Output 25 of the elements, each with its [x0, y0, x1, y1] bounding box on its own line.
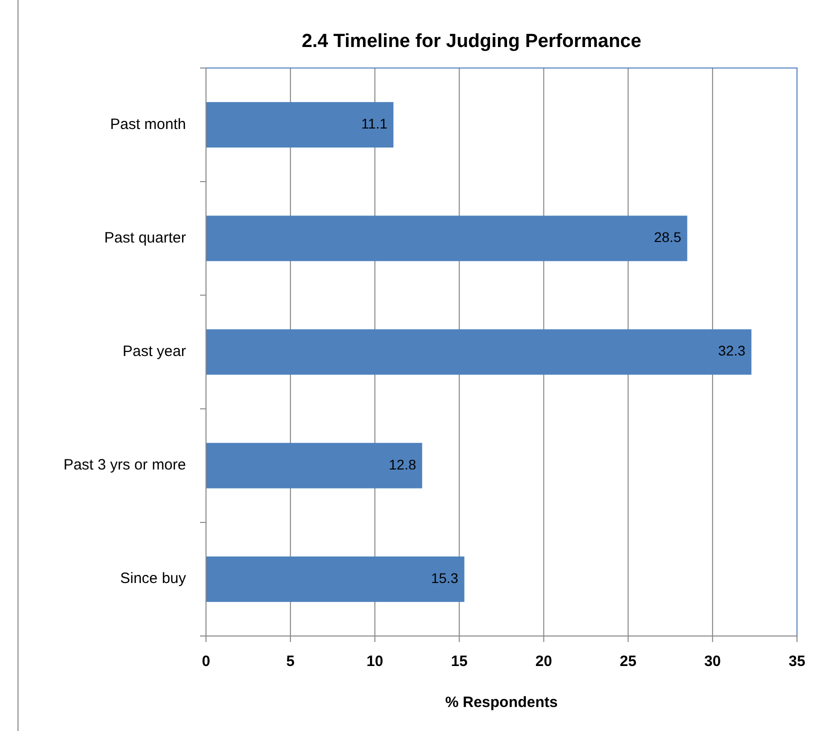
x-axis-title: % Respondents [445, 694, 558, 711]
data-label: 15.3 [431, 570, 459, 586]
data-label: 32.3 [718, 342, 746, 359]
x-tick-label: 5 [286, 653, 295, 670]
bar [206, 556, 464, 602]
data-label: 12.8 [388, 456, 416, 472]
y-tick-label: Past month [110, 116, 186, 133]
data-label: 11.1 [361, 116, 388, 132]
x-tick-label: 35 [788, 653, 806, 670]
x-tick-label: 15 [450, 653, 468, 670]
x-tick-label: 25 [620, 653, 636, 670]
y-tick-label: Past 3 yrs or more [63, 456, 186, 474]
bar [206, 102, 394, 148]
bar [206, 329, 752, 375]
x-tick-label: 0 [202, 653, 210, 670]
data-label: 28.5 [654, 229, 682, 246]
x-tick-label: 10 [366, 653, 384, 670]
chart-title: 2.4 Timeline for Judging Performance [302, 31, 642, 52]
y-tick-label: Since buy [120, 570, 186, 588]
y-tick-label: Past quarter [104, 229, 186, 246]
y-tick-label: Past year [122, 342, 186, 360]
bar [206, 442, 422, 488]
x-tick-label: 20 [535, 653, 552, 670]
bar [206, 216, 688, 262]
x-tick-label: 30 [704, 653, 721, 670]
